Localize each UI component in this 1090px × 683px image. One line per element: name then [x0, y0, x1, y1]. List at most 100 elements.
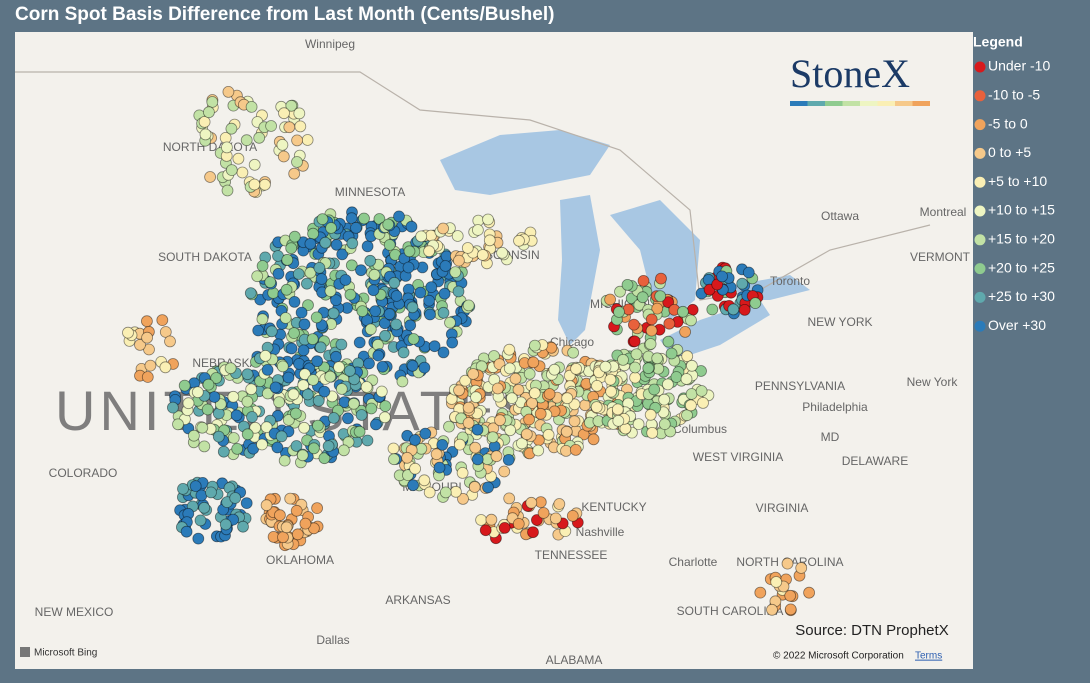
location-dot	[697, 396, 709, 409]
location-dot	[244, 287, 257, 300]
location-dot	[754, 586, 767, 599]
location-dot	[208, 391, 221, 403]
location-dot	[330, 350, 342, 363]
location-dot	[304, 266, 317, 279]
place-label: Columbus	[673, 422, 727, 436]
location-dot	[651, 302, 664, 315]
location-dot	[296, 449, 309, 462]
location-dot	[604, 373, 617, 386]
location-dot	[423, 486, 436, 499]
location-dot	[662, 378, 674, 391]
location-dot	[256, 260, 269, 272]
location-dot	[548, 363, 561, 376]
location-dot	[335, 338, 348, 351]
location-dot	[217, 445, 230, 458]
location-dot	[350, 221, 362, 234]
location-dot	[681, 350, 694, 363]
location-dot	[298, 421, 311, 434]
location-dot	[470, 391, 482, 404]
location-dot	[543, 388, 556, 400]
terms-link[interactable]: Terms	[915, 651, 942, 662]
copyright: © 2022 Microsoft Corporation	[773, 651, 904, 662]
location-dot	[337, 444, 350, 457]
location-dot	[502, 453, 515, 466]
location-dot	[318, 385, 331, 398]
location-dot	[396, 375, 409, 388]
location-dot	[490, 450, 503, 463]
location-dot	[245, 101, 258, 113]
place-label: Ottawa	[821, 209, 859, 223]
location-dot	[645, 313, 658, 326]
location-dot	[327, 307, 340, 320]
location-dot	[403, 245, 416, 258]
location-dot	[467, 368, 480, 380]
location-dot	[291, 156, 303, 168]
location-dot	[224, 362, 237, 375]
location-dot	[230, 409, 243, 422]
location-dot	[344, 288, 357, 301]
location-dot	[471, 423, 484, 436]
location-dot	[404, 319, 417, 332]
location-dot	[784, 589, 797, 602]
location-dot	[658, 418, 671, 431]
location-dot	[140, 315, 153, 328]
location-dot	[336, 248, 349, 261]
location-dot	[485, 513, 498, 526]
location-dot	[523, 367, 536, 380]
location-dot	[156, 314, 169, 327]
location-dot	[452, 285, 465, 298]
location-dot	[686, 359, 698, 372]
location-dot	[221, 184, 234, 197]
location-dot	[509, 372, 522, 385]
location-dot	[313, 261, 326, 274]
logo-stripe	[825, 101, 843, 106]
location-dot	[479, 524, 492, 537]
location-dot	[300, 277, 313, 290]
location-dot	[658, 393, 671, 406]
location-dot	[567, 346, 579, 359]
location-dot	[418, 474, 431, 487]
location-dot	[803, 586, 815, 599]
location-dot	[367, 284, 380, 297]
location-dot	[281, 253, 294, 266]
location-dot	[240, 134, 253, 147]
location-dot	[453, 384, 465, 397]
location-dot	[685, 314, 697, 327]
location-dot	[265, 120, 278, 132]
location-dot	[330, 238, 343, 251]
location-dot	[191, 386, 204, 399]
location-dot	[291, 134, 304, 147]
location-dot	[685, 399, 697, 412]
location-dot	[523, 413, 535, 426]
location-dot	[285, 342, 298, 355]
location-dot	[192, 532, 205, 545]
location-dot	[282, 414, 295, 426]
location-dot	[503, 492, 516, 505]
lakes	[440, 130, 810, 360]
location-dot	[711, 278, 724, 291]
location-dot	[613, 306, 625, 318]
location-dot	[475, 514, 488, 526]
location-dot	[361, 434, 374, 447]
location-dot	[295, 306, 308, 319]
location-dot	[273, 509, 286, 522]
legend-label: Over +30	[988, 317, 1046, 333]
location-dot	[246, 411, 258, 423]
place-label: Chicago	[550, 335, 594, 349]
source: Source: DTN ProphetX	[795, 622, 948, 639]
legend-swatch	[974, 263, 986, 275]
location-dot	[532, 444, 545, 457]
location-dot	[628, 318, 640, 331]
location-dot	[443, 420, 455, 433]
location-dot	[353, 336, 366, 349]
location-dot	[795, 562, 808, 574]
place-label: TENNESSEE	[535, 548, 608, 562]
location-dot	[451, 230, 464, 242]
location-dot	[311, 419, 324, 432]
location-dot	[560, 444, 572, 457]
location-dot	[360, 381, 373, 393]
location-dot	[706, 303, 719, 316]
location-dot	[271, 441, 284, 454]
